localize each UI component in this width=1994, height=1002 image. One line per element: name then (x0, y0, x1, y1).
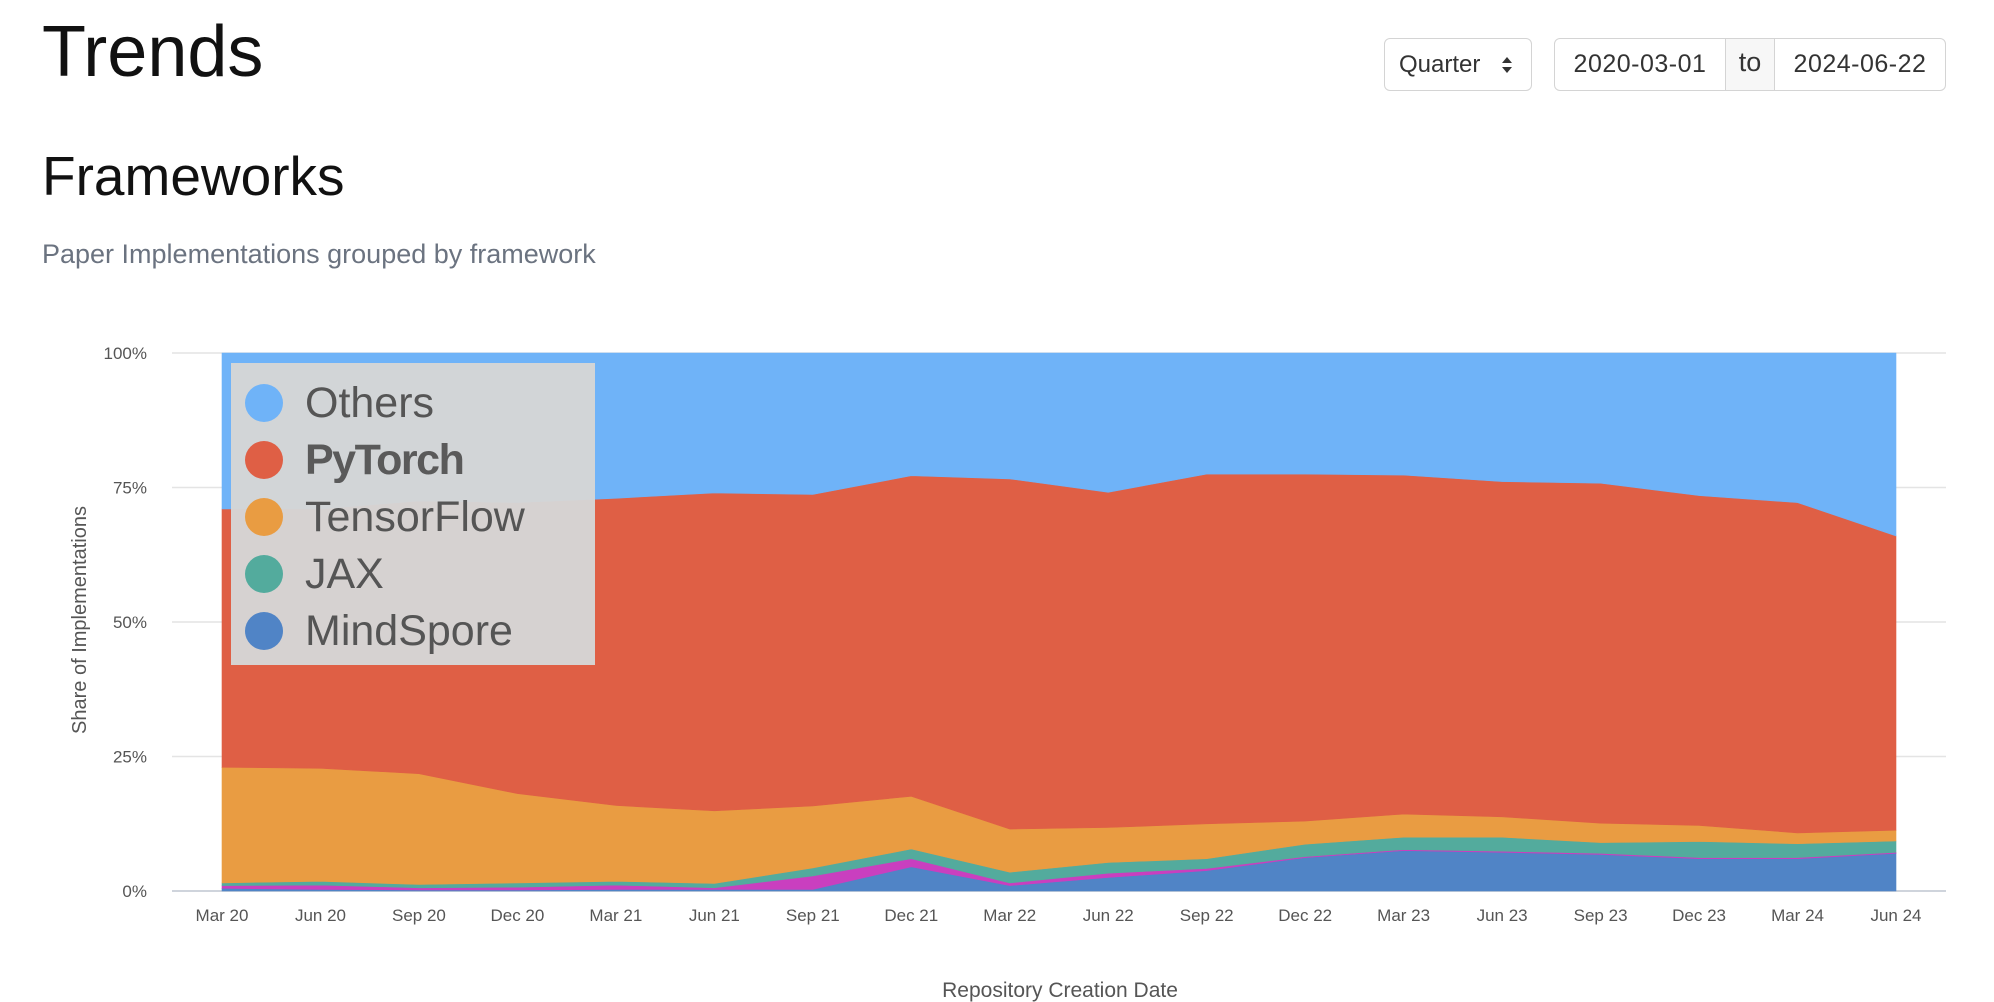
legend-label: PyTorch (305, 435, 465, 484)
section-title: Frameworks (42, 145, 345, 207)
legend-item-mindspore[interactable]: MindSpore (245, 606, 513, 656)
sort-updown-icon (1502, 57, 1512, 73)
date-to-input[interactable]: 2024-06-22 (1793, 50, 1927, 78)
area-others[interactable] (221, 352, 1897, 537)
y-tick-label: 50% (113, 613, 147, 632)
y-axis-ticks: 0% 25% 50% 75% 100% (104, 344, 147, 901)
y-tick-label: 0% (122, 882, 147, 901)
date-separator: to (1725, 39, 1775, 90)
y-tick-label: 100% (104, 344, 147, 363)
y-tick-label: 75% (113, 479, 147, 498)
x-tick-label: Mar 22 (983, 906, 1036, 925)
legend-dot-tensorflow (245, 498, 283, 536)
legend-item-tensorflow[interactable]: TensorFlow (245, 492, 525, 542)
x-tick-label: Jun 23 (1477, 906, 1528, 925)
date-range-group: 2020-03-01 to 2024-06-22 (1554, 38, 1946, 91)
interval-select[interactable]: Quarter (1384, 38, 1532, 91)
legend-dot-others (245, 384, 283, 422)
chart-legend: Others PyTorch TensorFlow JAX MindSpore (231, 363, 595, 665)
legend-dot-pytorch (245, 441, 283, 479)
x-tick-label: Dec 21 (884, 906, 938, 925)
framework-share-chart: 0% 25% 50% 75% 100% Mar 20 Jun 20 Sep 20 Dec 20… (69, 344, 1946, 1002)
y-axis-label: Share of Implementations (69, 506, 91, 734)
legend-label: Others (305, 378, 435, 427)
legend-item-jax[interactable]: JAX (245, 549, 384, 599)
legend-item-others[interactable]: Others (245, 378, 434, 428)
legend-label: TensorFlow (305, 492, 525, 541)
interval-select-value: Quarter (1399, 50, 1481, 78)
legend-dot-jax (245, 555, 283, 593)
x-tick-label: Jun 21 (689, 906, 740, 925)
legend-label: JAX (305, 549, 384, 598)
x-tick-label: Dec 23 (1672, 906, 1726, 925)
section-subtitle: Paper Implementations grouped by framewo… (42, 239, 596, 269)
date-from-input[interactable]: 2020-03-01 (1573, 50, 1707, 78)
y-tick-label: 25% (113, 748, 147, 767)
x-tick-label: Sep 23 (1574, 906, 1628, 925)
x-axis-ticks: Mar 20 Jun 20 Sep 20 Dec 20 Mar 21 Jun 21 Sep … (196, 906, 1922, 925)
x-tick-label: Sep 22 (1180, 906, 1234, 925)
x-tick-label: Dec 22 (1278, 906, 1332, 925)
x-tick-label: Mar 21 (589, 906, 642, 925)
page-title: Trends (42, 12, 264, 92)
x-tick-label: Mar 24 (1771, 906, 1824, 925)
date-range-controls: Quarter 2020-03-01 to 2024-06-22 (1384, 38, 1946, 91)
legend-dot-mindspore (245, 612, 283, 650)
x-tick-label: Mar 23 (1377, 906, 1430, 925)
x-tick-label: Jun 22 (1083, 906, 1134, 925)
legend-label: MindSpore (305, 606, 513, 655)
x-tick-label: Jun 20 (295, 906, 346, 925)
x-tick-label: Dec 20 (490, 906, 544, 925)
x-axis-label: Repository Creation Date (942, 979, 1178, 1002)
x-tick-label: Sep 21 (786, 906, 840, 925)
x-tick-label: Jun 24 (1870, 906, 1921, 925)
chart-areas (221, 352, 1897, 892)
x-tick-label: Sep 20 (392, 906, 446, 925)
x-tick-label: Mar 20 (196, 906, 249, 925)
legend-item-pytorch[interactable]: PyTorch (245, 435, 465, 485)
